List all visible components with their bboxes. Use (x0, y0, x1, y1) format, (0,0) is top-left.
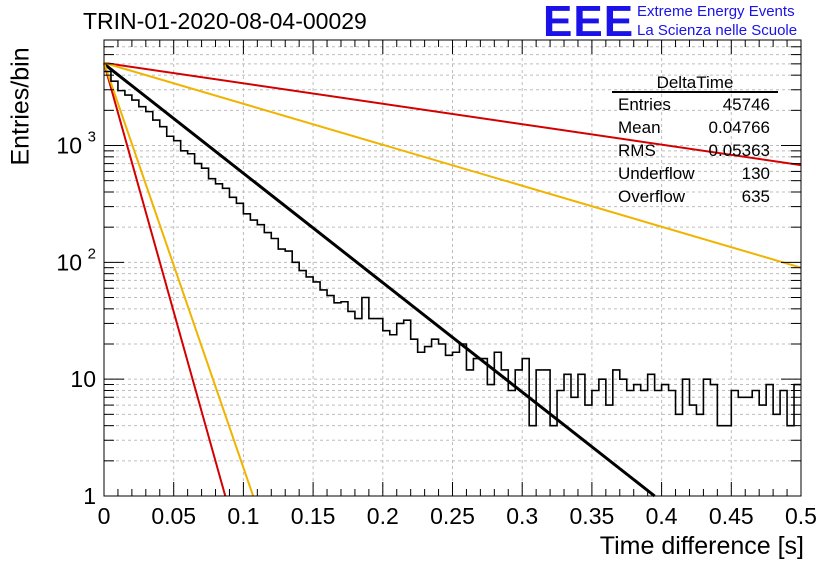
fit-line-1 (103, 61, 802, 167)
x-axis-label: Time difference [s] (599, 532, 804, 560)
stats-value: 0.04766 (709, 118, 770, 137)
y-tick-label: 10 (70, 366, 96, 392)
stats-label: RMS (618, 141, 656, 160)
y-tick-label: 1 (83, 483, 96, 509)
fit-line-4 (103, 62, 255, 497)
histogram (104, 70, 801, 427)
x-tick-label: 0.4 (646, 503, 678, 529)
y-tick-exponent: 2 (88, 245, 96, 262)
x-tick-label: 0.1 (227, 503, 259, 529)
fit-line-3 (103, 62, 227, 497)
stats-value: 635 (742, 187, 770, 206)
x-tick-label: 0 (98, 503, 111, 529)
y-tick-label: 10 (56, 249, 82, 275)
logo-caption-line2: La Scienza nelle Scuole (637, 22, 798, 39)
y-tick-label: 10 (56, 133, 82, 159)
chart-title: TRIN-01-2020-08-04-00029 (83, 8, 367, 34)
histogram-steps (104, 70, 801, 427)
logo-caption-line1: Extreme Energy Events (637, 3, 795, 20)
stats-label: Underflow (618, 164, 695, 183)
x-tick-label: 0.5 (785, 503, 817, 529)
grid-lines (104, 39, 801, 496)
x-tick-label: 0.05 (151, 503, 196, 529)
x-tick-label: 0.2 (367, 503, 399, 529)
x-tick-label: 0.3 (506, 503, 538, 529)
y-tick-exponent: 3 (88, 129, 96, 146)
stats-label: Mean (618, 118, 661, 137)
x-tick-label: 0.25 (430, 503, 475, 529)
fit-lines (103, 61, 802, 498)
fit-line-2 (103, 61, 802, 269)
stats-value: 130 (742, 164, 770, 183)
stats-value: 45746 (723, 95, 770, 114)
stats-label: Entries (618, 95, 671, 114)
x-tick-label: 0.45 (709, 503, 754, 529)
stats-header: DeltaTime (657, 73, 734, 92)
stats-box: DeltaTime Entries 45746 Mean 0.04766 RMS 0.053… (612, 73, 778, 206)
eee-logo: EEE (543, 0, 635, 46)
x-tick-label: 0.35 (570, 503, 615, 529)
stats-value: 0.05363 (709, 141, 770, 160)
tick-marks: 0 0.05 0.1 0.15 0.2 0.25 0.3 0.35 0.4 0.45 0.5 1 10 1… (56, 39, 817, 529)
stats-label: Overflow (618, 187, 686, 206)
fit-line-0 (103, 62, 656, 498)
x-tick-label: 0.15 (291, 503, 336, 529)
